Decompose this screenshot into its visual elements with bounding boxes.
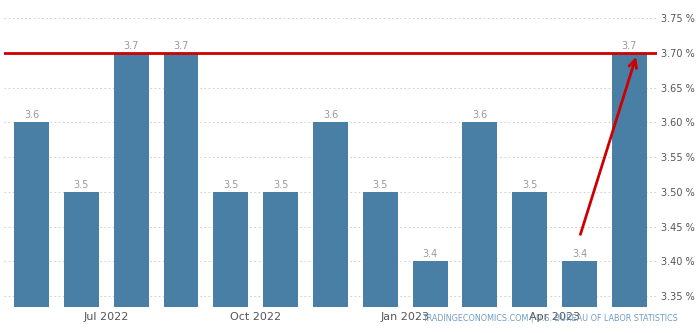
Bar bbox=[114, 53, 149, 307]
Text: 3.6: 3.6 bbox=[473, 110, 488, 120]
Text: 3.5: 3.5 bbox=[373, 180, 388, 190]
Text: 3.7: 3.7 bbox=[621, 41, 637, 51]
Text: TRADINGECONOMICS.COM | U.S. BUREAU OF LABOR STATISTICS: TRADINGECONOMICS.COM | U.S. BUREAU OF LA… bbox=[422, 314, 678, 323]
Bar bbox=[612, 53, 647, 307]
Bar bbox=[562, 261, 597, 307]
Text: 3.5: 3.5 bbox=[522, 180, 538, 190]
Text: 3.5: 3.5 bbox=[273, 180, 289, 190]
Bar bbox=[213, 192, 248, 307]
Text: 3.6: 3.6 bbox=[24, 110, 39, 120]
Bar bbox=[512, 192, 547, 307]
Bar bbox=[164, 53, 199, 307]
Bar bbox=[463, 122, 498, 307]
Text: 3.6: 3.6 bbox=[323, 110, 338, 120]
Bar bbox=[313, 122, 348, 307]
Bar bbox=[412, 261, 447, 307]
Text: 3.5: 3.5 bbox=[223, 180, 238, 190]
Bar bbox=[64, 192, 99, 307]
Text: 3.4: 3.4 bbox=[422, 249, 438, 259]
Bar bbox=[14, 122, 49, 307]
Bar bbox=[264, 192, 298, 307]
Text: 3.7: 3.7 bbox=[173, 41, 189, 51]
Text: 3.7: 3.7 bbox=[124, 41, 139, 51]
Text: 3.5: 3.5 bbox=[73, 180, 89, 190]
Bar bbox=[363, 192, 398, 307]
Text: 3.4: 3.4 bbox=[572, 249, 587, 259]
